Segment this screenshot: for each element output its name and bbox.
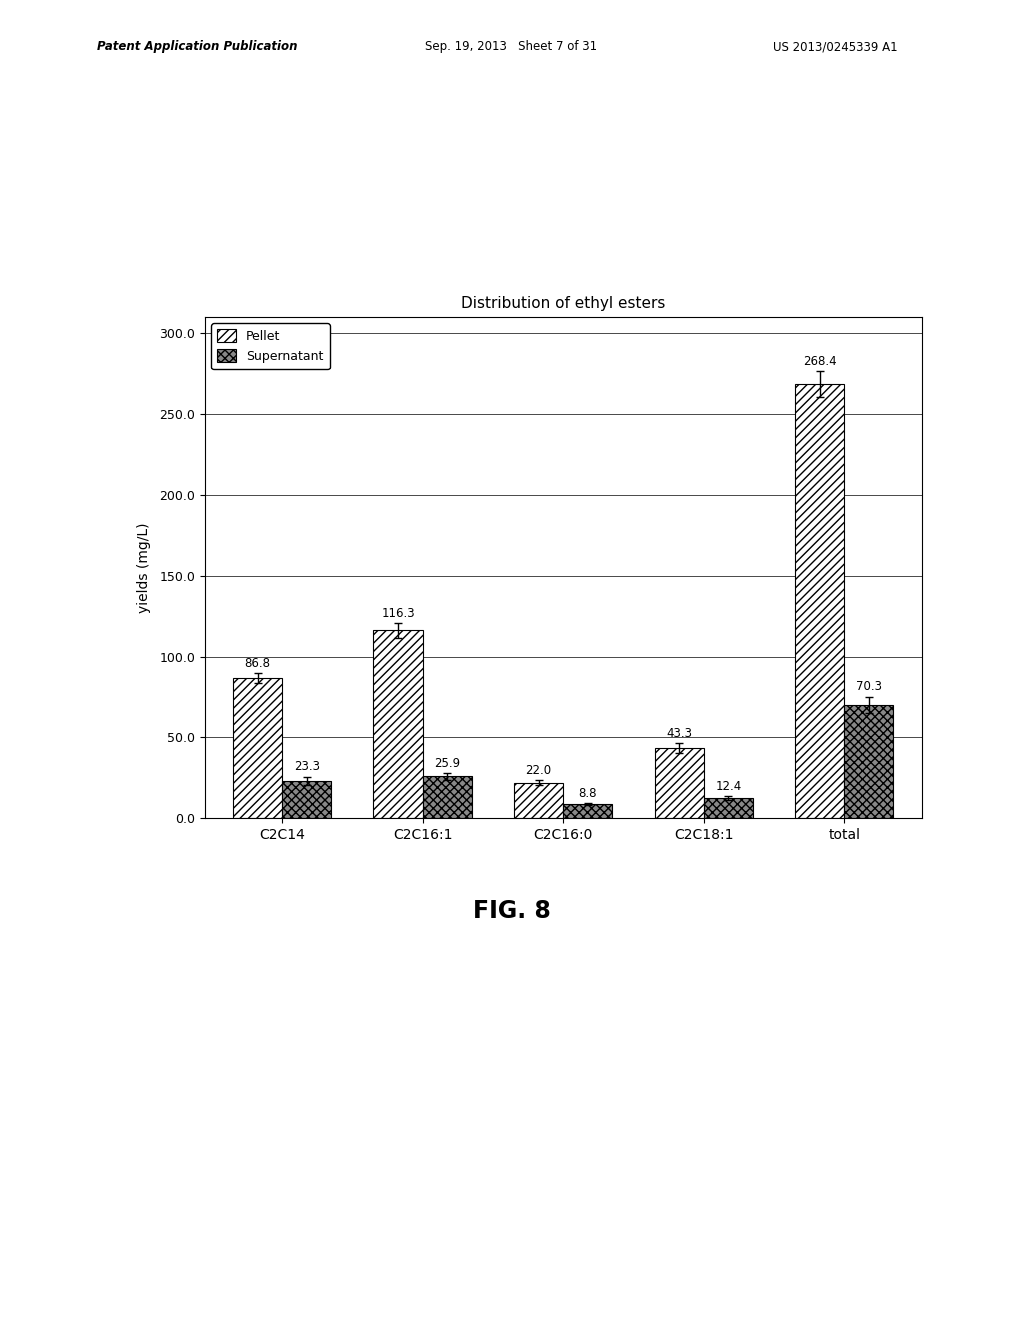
Bar: [232, 678, 282, 818]
Bar: [423, 776, 472, 818]
Bar: [654, 748, 703, 818]
Title: Distribution of ethyl esters: Distribution of ethyl esters: [461, 297, 666, 312]
Text: 86.8: 86.8: [245, 657, 270, 669]
Text: 12.4: 12.4: [715, 780, 741, 793]
Text: Sep. 19, 2013   Sheet 7 of 31: Sep. 19, 2013 Sheet 7 of 31: [425, 40, 597, 53]
Bar: [703, 799, 753, 818]
Bar: [282, 780, 332, 818]
Text: 25.9: 25.9: [434, 756, 461, 770]
Bar: [514, 783, 563, 818]
Text: 23.3: 23.3: [294, 760, 319, 774]
Text: 43.3: 43.3: [667, 727, 692, 741]
Bar: [374, 630, 423, 818]
Text: 116.3: 116.3: [381, 607, 415, 619]
Bar: [563, 804, 612, 818]
Text: 8.8: 8.8: [579, 787, 597, 800]
Bar: [845, 705, 894, 818]
Text: 70.3: 70.3: [856, 680, 882, 693]
Legend: Pellet, Supernatant: Pellet, Supernatant: [211, 323, 330, 370]
Text: 268.4: 268.4: [803, 355, 837, 368]
Text: US 2013/0245339 A1: US 2013/0245339 A1: [773, 40, 898, 53]
Bar: [795, 384, 845, 818]
Text: Patent Application Publication: Patent Application Publication: [97, 40, 298, 53]
Text: 22.0: 22.0: [525, 764, 552, 777]
Text: FIG. 8: FIG. 8: [473, 899, 551, 923]
Y-axis label: yields (mg/L): yields (mg/L): [137, 523, 151, 612]
